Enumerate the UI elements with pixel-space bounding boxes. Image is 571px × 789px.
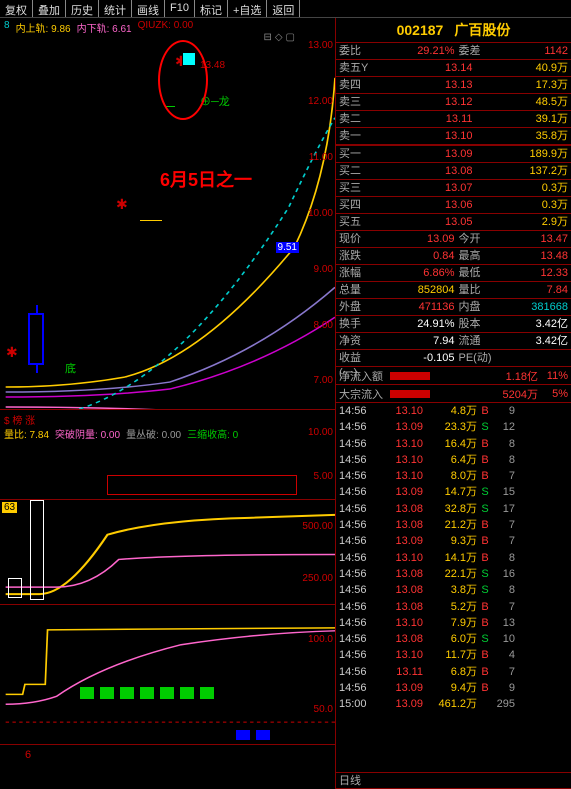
footer-date: 6 xyxy=(25,749,31,761)
green-square xyxy=(180,687,194,699)
ind2-badge: 63 xyxy=(2,502,17,513)
tick-row: 14:5613.0914.7万S15 xyxy=(336,484,571,500)
tick-row: 14:5613.083.8万S8 xyxy=(336,582,571,598)
tick-row: 14:5613.099.3万B7 xyxy=(336,533,571,549)
candle-bar xyxy=(28,313,44,365)
indicator-1[interactable]: $ 榜 涨 量比: 7.84突破阴量: 0.00量丛破: 0.00三缩收高: 0… xyxy=(0,410,335,500)
indicator-3[interactable]: 100.050.0 xyxy=(0,605,335,745)
stat-row: 外盘471136内盘381668 xyxy=(336,299,571,316)
orderbook-row: 买一13.09189.9万 xyxy=(336,146,571,163)
tick-list[interactable]: 14:5613.104.8万B914:5613.0923.3万S1214:561… xyxy=(336,403,571,772)
tick-row: 14:5613.085.2万B7 xyxy=(336,599,571,615)
stock-title[interactable]: 002187 广百股份 xyxy=(336,18,571,43)
blue-marker xyxy=(256,730,270,740)
orderbook-row: 卖五Y13.1440.9万 xyxy=(336,60,571,77)
flow-section: 净流入额1.18亿11%大宗流入5204万5% xyxy=(336,367,571,403)
orderbook-row: 买五13.052.9万 xyxy=(336,214,571,231)
butterfly-icon: ✱ xyxy=(116,196,128,213)
stat-row: 收益(一)-0.105PE(动) xyxy=(336,350,571,367)
white-box xyxy=(30,500,44,600)
stat-row: 涨幅6.86%最低12.33 xyxy=(336,265,571,282)
ind1-box xyxy=(107,475,297,495)
green-square xyxy=(140,687,154,699)
top-menu: 复权叠加历史统计画线F10标记+自选返回 xyxy=(0,0,571,18)
flow-row: 大宗流入5204万5% xyxy=(336,385,571,403)
menu-item[interactable]: 标记 xyxy=(195,0,228,17)
stat-row: 总量852804量比7.84 xyxy=(336,282,571,299)
white-box xyxy=(8,578,22,598)
stat-row: 涨跌0.84最高13.48 xyxy=(336,248,571,265)
offers: 卖五Y13.1440.9万卖四13.1317.3万卖三13.1248.5万卖二1… xyxy=(336,60,571,145)
icon-minus[interactable]: ⊟ xyxy=(263,32,271,43)
weibi-row: 委比 29.21% 委差 1142 xyxy=(336,43,571,60)
stat-row: 净资7.94流通3.42亿 xyxy=(336,333,571,350)
tick-row: 14:5613.104.8万B9 xyxy=(336,403,571,419)
green-square xyxy=(160,687,174,699)
menu-item[interactable]: 画线 xyxy=(132,0,165,17)
footer-period[interactable]: 日线 xyxy=(336,772,571,789)
icon-diamond[interactable]: ◇ xyxy=(275,32,283,43)
tick-row: 14:5613.099.4万B9 xyxy=(336,680,571,696)
green-square xyxy=(80,687,94,699)
bids: 买一13.09189.9万买二13.08137.2万买三13.070.3万买四1… xyxy=(336,146,571,231)
green-square xyxy=(200,687,214,699)
orderbook-row: 卖三13.1248.5万 xyxy=(336,94,571,111)
green-square xyxy=(120,687,134,699)
annotation-circle xyxy=(158,40,208,120)
stock-code: 002187 xyxy=(397,22,444,38)
tick-row: 14:5613.107.9万B13 xyxy=(336,615,571,631)
annotation-text: 6月5日之一 xyxy=(160,166,252,192)
green-square xyxy=(100,687,114,699)
tick-row: 14:5613.1016.4万B8 xyxy=(336,436,571,452)
orderbook-row: 买四13.060.3万 xyxy=(336,197,571,214)
menu-item[interactable]: +自选 xyxy=(228,0,267,17)
di-label: 底 xyxy=(65,360,76,376)
tick-row: 15:0013.09461.2万295 xyxy=(336,696,571,712)
menu-item[interactable]: 复权 xyxy=(0,0,33,17)
orderbook-row: 买二13.08137.2万 xyxy=(336,163,571,180)
orderbook-row: 卖二13.1139.1万 xyxy=(336,111,571,128)
indicator-2[interactable]: 63 500.00250.00 xyxy=(0,500,335,605)
tick-row: 14:5613.0822.1万S16 xyxy=(336,566,571,582)
flow-bar xyxy=(390,390,430,398)
orderbook-row: 卖四13.1317.3万 xyxy=(336,77,571,94)
tick-row: 14:5613.108.0万B7 xyxy=(336,468,571,484)
tick-row: 14:5613.0832.8万S17 xyxy=(336,501,571,517)
icon-square[interactable]: ▢ xyxy=(286,32,295,43)
flow-row: 净流入额1.18亿11% xyxy=(336,367,571,385)
tick-row: 14:5613.086.0万S10 xyxy=(336,631,571,647)
marker-line xyxy=(140,220,162,221)
main-chart[interactable]: 8内上轨: 9.86内下轨: 6.61QIUZK: 0.00 ⊟ ◇ ▢ ✱ ✱… xyxy=(0,18,335,410)
stat-row: 现价13.09今开13.47 xyxy=(336,231,571,248)
blue-marker xyxy=(236,730,250,740)
chart-panel: 8内上轨: 9.86内下轨: 6.61QIUZK: 0.00 ⊟ ◇ ▢ ✱ ✱… xyxy=(0,18,336,789)
chart-toolbar-icons[interactable]: ⊟ ◇ ▢ xyxy=(263,32,295,43)
orderbook-row: 买三13.070.3万 xyxy=(336,180,571,197)
menu-item[interactable]: F10 xyxy=(165,0,195,17)
tick-row: 14:5613.1014.1万B8 xyxy=(336,550,571,566)
info-panel: 002187 广百股份 委比 29.21% 委差 1142 卖五Y13.1440… xyxy=(336,18,571,789)
tick-row: 14:5613.106.4万B8 xyxy=(336,452,571,468)
tick-row: 14:5613.116.8万B7 xyxy=(336,664,571,680)
stats-section: 现价13.09今开13.47涨跌0.84最高13.48涨幅6.86%最低12.3… xyxy=(336,231,571,367)
menu-item[interactable]: 叠加 xyxy=(33,0,66,17)
flow-bar xyxy=(390,372,430,380)
orderbook-row: 卖一13.1035.8万 xyxy=(336,128,571,145)
stat-row: 换手24.91%股本3.42亿 xyxy=(336,316,571,333)
menu-item[interactable]: 统计 xyxy=(99,0,132,17)
tick-row: 14:5613.0821.2万B7 xyxy=(336,517,571,533)
price-tag: 9.51 xyxy=(276,242,299,253)
tick-row: 14:5613.1011.7万B4 xyxy=(336,647,571,663)
butterfly-icon: ✱ xyxy=(6,344,18,361)
chart-footer: 6 xyxy=(0,745,335,765)
stock-name: 广百股份 xyxy=(454,22,510,38)
menu-item[interactable]: 历史 xyxy=(66,0,99,17)
menu-item[interactable]: 返回 xyxy=(267,0,300,17)
tick-row: 14:5613.0923.3万S12 xyxy=(336,419,571,435)
